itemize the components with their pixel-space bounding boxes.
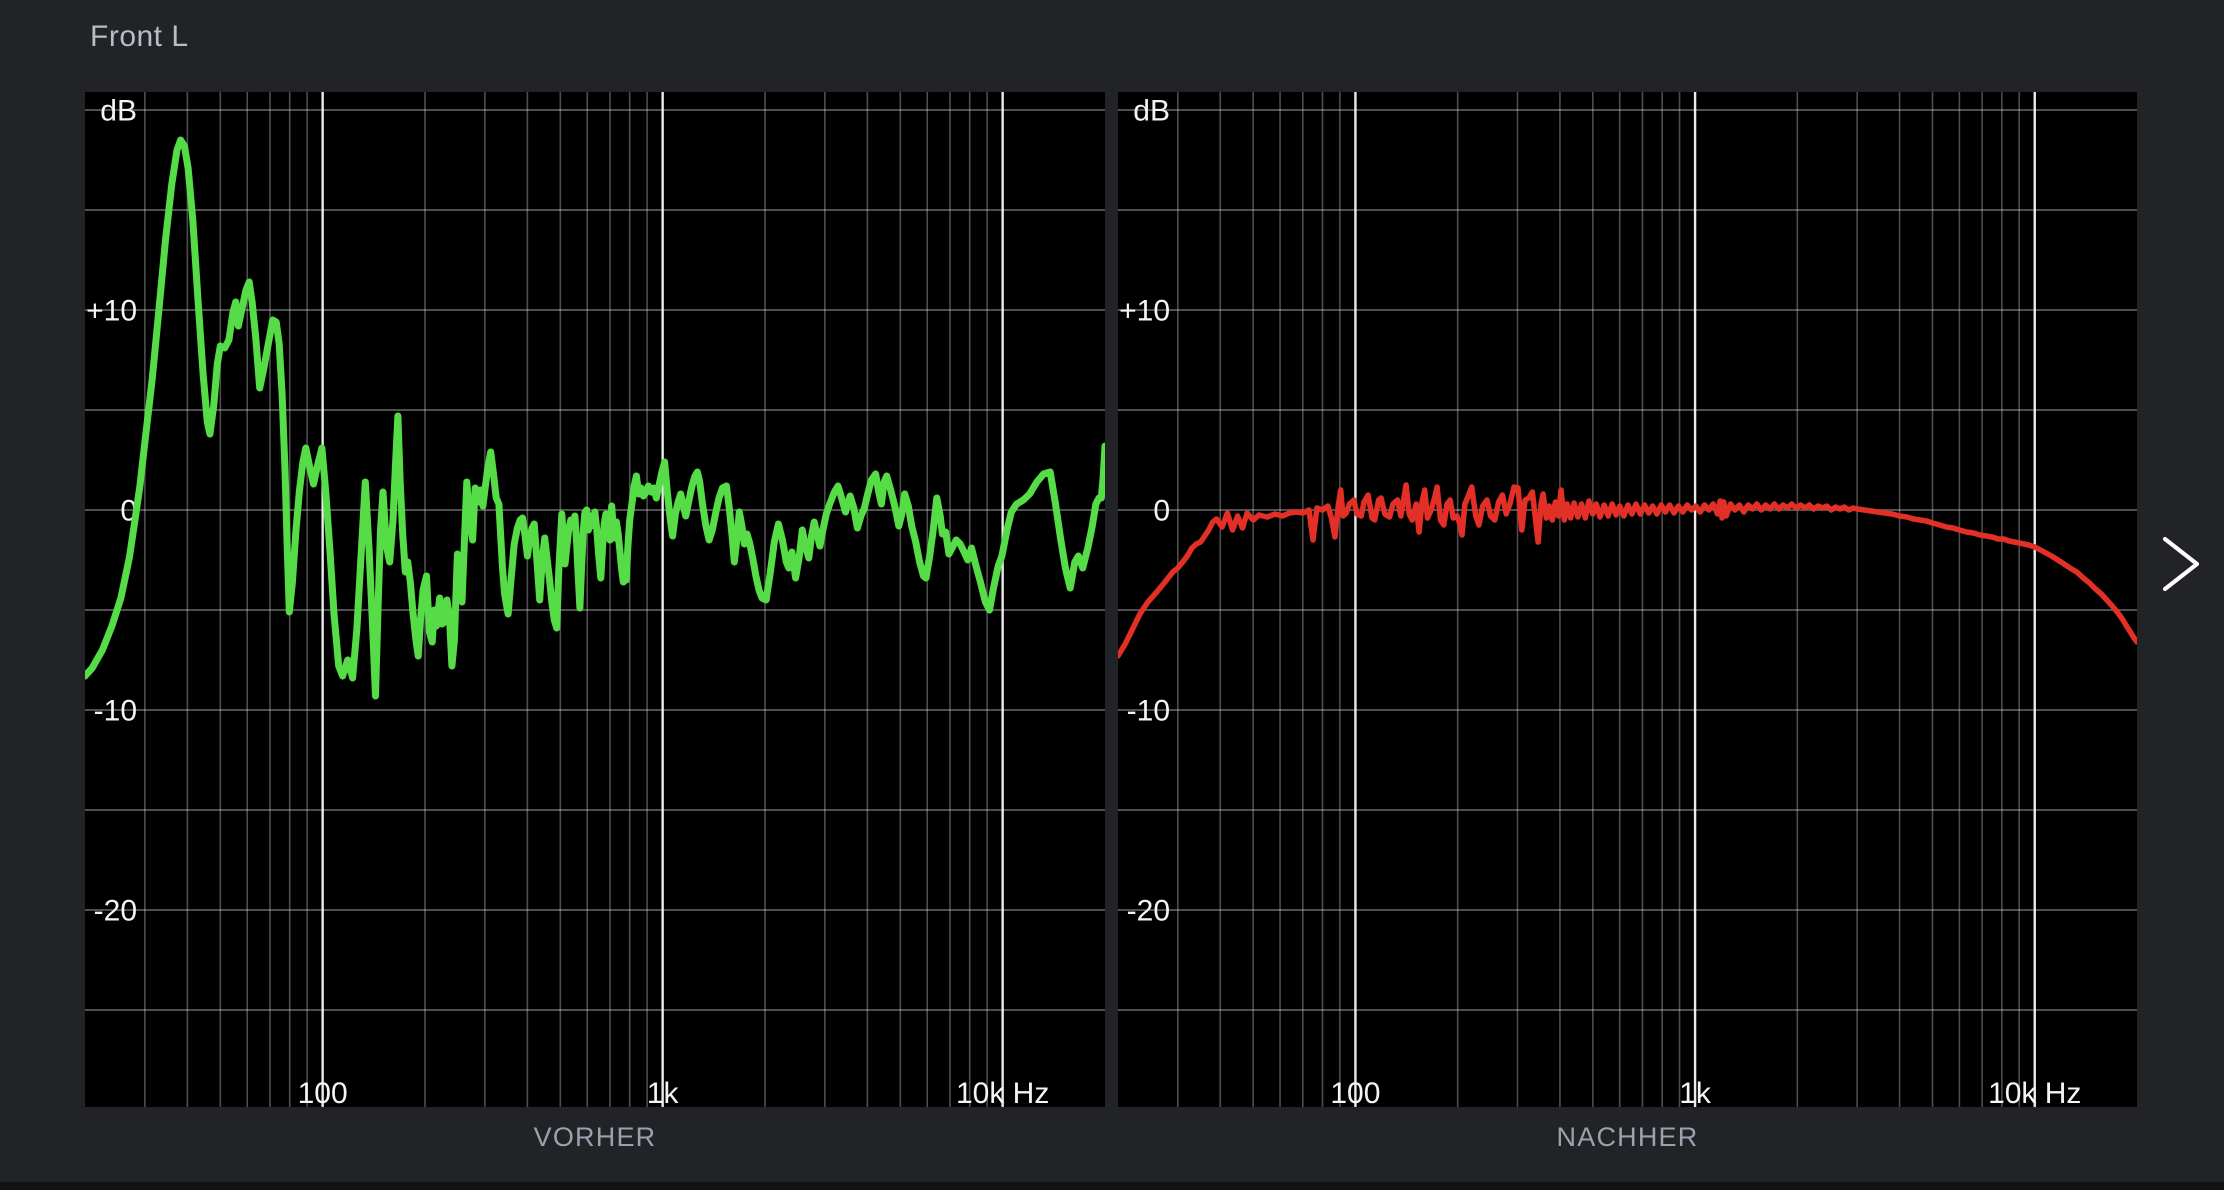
x-axis-label: 10k Hz [1988,1077,2081,1107]
y-axis-label: -10 [94,695,137,728]
chevron-right-icon [2162,536,2200,592]
chart-canvas: dB +10 0 -10 -20 100 1k 10k Hz [1118,92,2137,1107]
chart-vorher: dB +10 0 -10 -20 100 1k 10k Hz [85,92,1105,1107]
y-axis-label: -20 [1127,895,1170,928]
x-axis-label: 10k Hz [956,1077,1049,1107]
response-curve-vorher [85,136,1105,700]
next-channel-button[interactable] [2152,524,2212,604]
caption-nachher: NACHHER [1556,1121,1699,1152]
y-axis-label: dB [1133,95,1170,128]
y-axis-label: +10 [1119,295,1170,328]
x-axis-label: 1k [1679,1077,1712,1107]
y-axis-label: dB [100,95,137,128]
chart-nachher: dB +10 0 -10 -20 100 1k 10k Hz [1118,92,2137,1107]
caption-vorher: VORHER [533,1121,657,1152]
x-axis-label: 100 [298,1077,348,1107]
y-axis-label: +10 [86,295,137,328]
window-bottom-edge [0,1182,2224,1190]
channel-label: Front L [90,20,189,53]
x-axis-label: 100 [1330,1077,1380,1107]
response-curve-nachher [1118,482,2137,659]
y-axis-label: 0 [1153,495,1170,528]
y-axis-label: -10 [1127,695,1170,728]
chevron-right-glyph [2162,536,2200,592]
x-axis-label: 1k [647,1077,680,1107]
y-axis-label: -20 [94,895,137,928]
